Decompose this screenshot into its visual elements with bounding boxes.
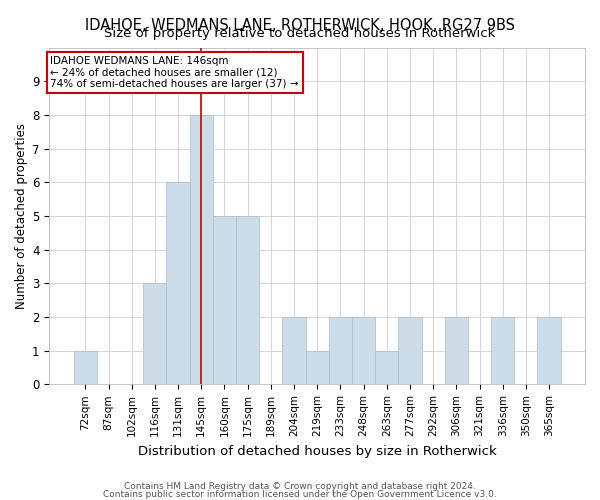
Bar	[190, 115, 213, 384]
Text: IDAHOE WEDMANS LANE: 146sqm
← 24% of detached houses are smaller (12)
74% of sem: IDAHOE WEDMANS LANE: 146sqm ← 24% of det…	[50, 56, 299, 89]
Text: IDAHOE, WEDMANS LANE, ROTHERWICK, HOOK, RG27 9BS: IDAHOE, WEDMANS LANE, ROTHERWICK, HOOK, …	[85, 18, 515, 32]
Bar	[398, 317, 422, 384]
Bar	[143, 284, 166, 384]
Bar	[352, 317, 375, 384]
Bar	[491, 317, 514, 384]
Text: Contains HM Land Registry data © Crown copyright and database right 2024.: Contains HM Land Registry data © Crown c…	[124, 482, 476, 491]
Bar	[305, 350, 329, 384]
Bar	[283, 317, 305, 384]
Bar	[236, 216, 259, 384]
Bar	[538, 317, 560, 384]
Bar	[329, 317, 352, 384]
Bar	[445, 317, 468, 384]
Bar	[213, 216, 236, 384]
Text: Size of property relative to detached houses in Rotherwick: Size of property relative to detached ho…	[104, 28, 496, 40]
Bar	[166, 182, 190, 384]
Text: Contains public sector information licensed under the Open Government Licence v3: Contains public sector information licen…	[103, 490, 497, 499]
X-axis label: Distribution of detached houses by size in Rotherwick: Distribution of detached houses by size …	[138, 444, 497, 458]
Bar	[74, 350, 97, 384]
Bar	[375, 350, 398, 384]
Y-axis label: Number of detached properties: Number of detached properties	[15, 123, 28, 309]
